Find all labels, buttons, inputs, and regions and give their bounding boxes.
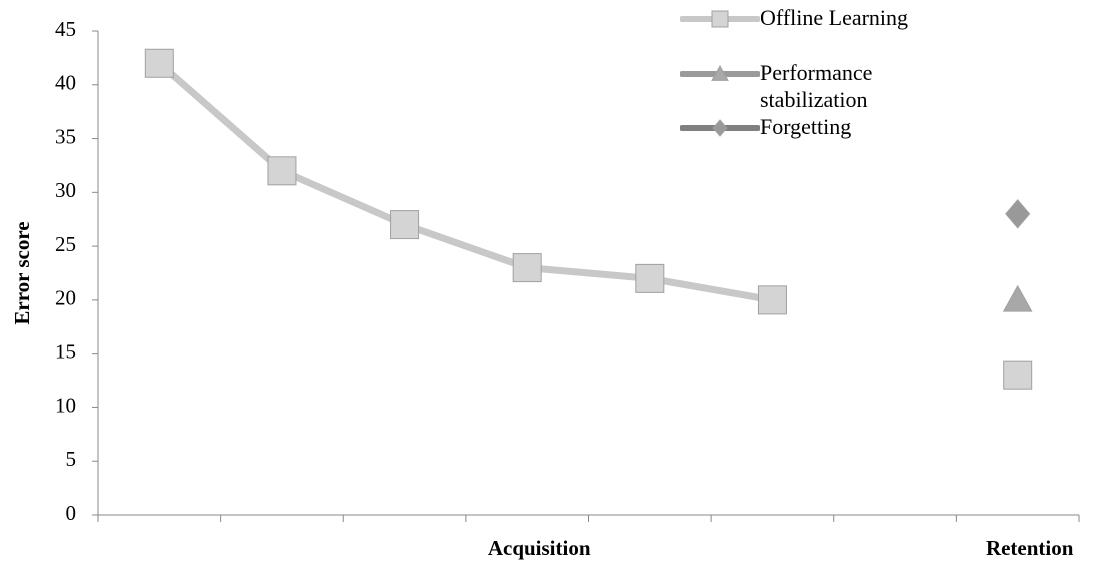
marker [1005,199,1031,229]
y-tick-label: 30 [55,178,76,202]
y-tick-label: 20 [55,286,76,310]
legend-item: Performance stabilization [680,59,970,113]
y-tick-label: 0 [66,501,77,525]
marker [757,285,787,315]
legend-label: Forgetting [760,114,852,139]
y-tick-label: 45 [55,17,76,41]
marker [712,119,728,137]
marker [711,64,729,81]
marker [390,210,420,240]
y-axis-label: Error score [10,221,34,324]
x-tick-label: Retention [986,536,1074,560]
marker [267,156,297,186]
legend-swatch [680,64,760,81]
marker [711,10,729,28]
marker [1003,360,1033,390]
legend-swatch [680,10,760,28]
y-tick-label: 40 [55,71,76,95]
y-tick-label: 35 [55,124,76,148]
y-tick-label: 5 [66,447,77,471]
legend-label: Offline Learning [760,5,909,30]
legend-swatch [680,119,760,137]
marker [512,253,542,283]
x-tick-label: Acquisition [488,536,591,560]
y-tick-label: 15 [55,339,76,363]
legend-label: Performance stabilization [760,60,873,112]
legend-item: Offline Learning [680,4,970,31]
legend: Offline Learning Performance stabilizatio… [680,4,970,154]
marker [144,48,174,78]
marker [1002,284,1033,312]
y-tick-label: 10 [55,393,76,417]
marker [635,263,665,293]
y-tick-label: 25 [55,232,76,256]
legend-item: Forgetting [680,113,970,140]
